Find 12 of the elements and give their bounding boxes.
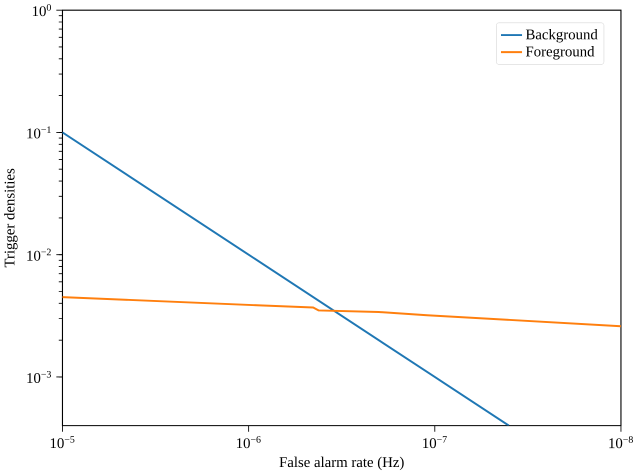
x-tick-label: 10$^{−5}$ [50, 436, 74, 448]
y-axis-title: Trigger densities [4, 168, 18, 268]
y-tick-label: 10$^{−2}$ [27, 248, 51, 261]
legend-label: Background [526, 28, 598, 42]
legend-label: Foreground [526, 46, 594, 60]
y-tick-label: 10$^{0}$ [32, 4, 51, 16]
y-tick-label: 10$^{−3}$ [27, 370, 51, 383]
x-tick-label: 10$^{−6}$ [236, 436, 261, 448]
x-axis-title: False alarm rate (Hz) [280, 456, 404, 470]
y-tick-label: 10$^{−1}$ [27, 126, 51, 138]
x-tick-label: 10$^{−8}$ [609, 436, 633, 448]
x-tick-label: 10$^{−7}$ [423, 436, 447, 448]
